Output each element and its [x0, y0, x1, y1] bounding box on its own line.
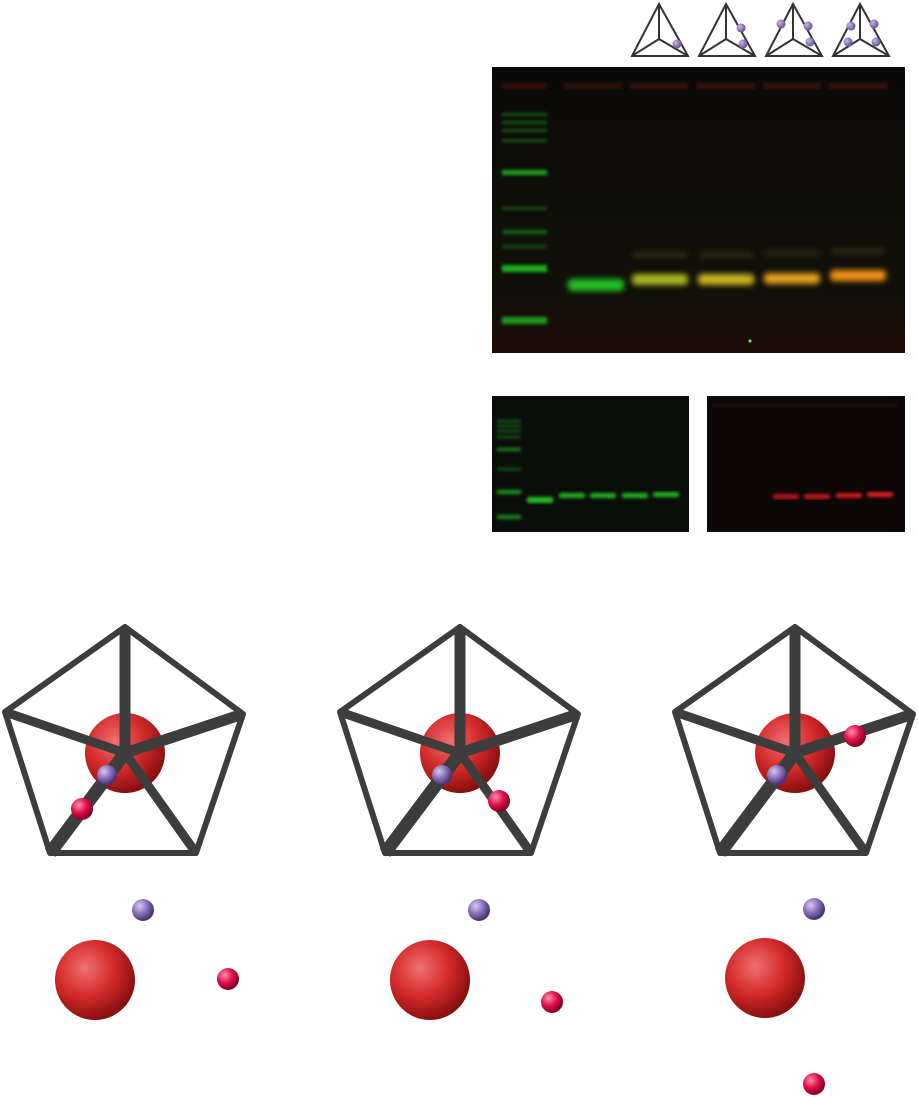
- gel-image-merged: [492, 67, 905, 353]
- tetrahedron-icon-2: [697, 1, 757, 57]
- pentagon-structure-1: [2, 624, 246, 1020]
- gel-band: [764, 273, 820, 284]
- gel-band: [632, 274, 688, 285]
- structure-diagrams: [0, 600, 918, 1097]
- pentagon-structure-3: [672, 624, 916, 1095]
- tetrahedron-icon-1: [630, 1, 690, 57]
- pentagon-structure-2: [337, 624, 581, 1020]
- tetrahedron-icon-row: [626, 0, 916, 60]
- gel-band: [830, 270, 886, 281]
- tetrahedron-icon-4: [831, 1, 891, 57]
- ladder-lane: [502, 113, 547, 324]
- gel-band: [698, 274, 754, 285]
- gel-band: [568, 279, 624, 291]
- gel-image-green-channel: [492, 396, 689, 532]
- tetrahedron-icon-3: [764, 1, 824, 57]
- gel-image-red-channel: [707, 396, 905, 532]
